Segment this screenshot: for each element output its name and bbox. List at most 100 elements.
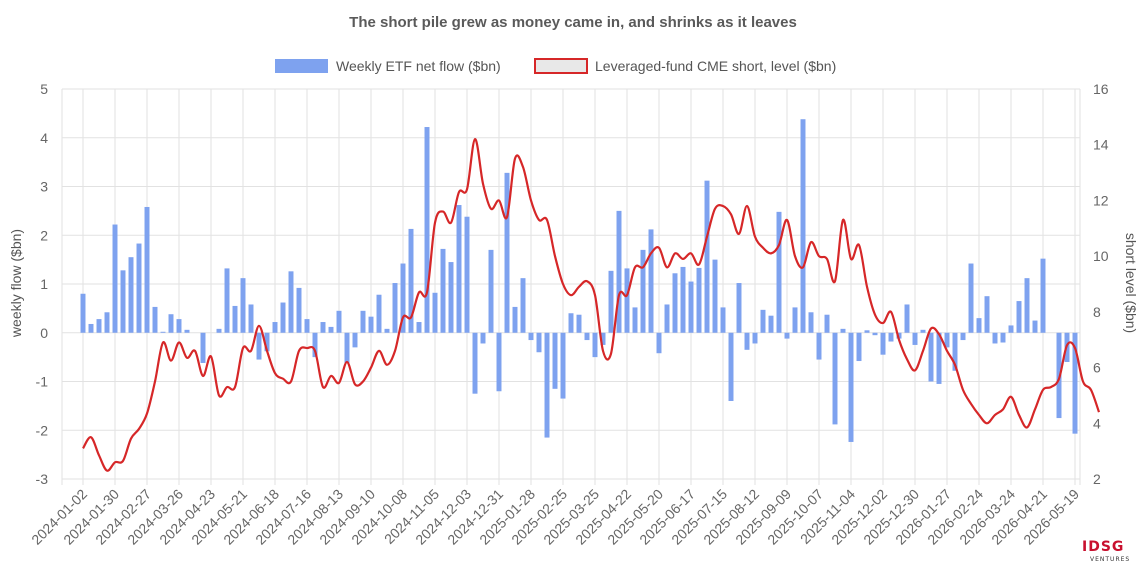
flow-bar[interactable] bbox=[856, 332, 862, 362]
flow-bar[interactable] bbox=[80, 293, 86, 333]
flow-bar[interactable] bbox=[464, 216, 470, 333]
flow-bar[interactable] bbox=[528, 332, 534, 341]
flow-bar[interactable] bbox=[1016, 301, 1022, 333]
flow-bar[interactable] bbox=[272, 322, 278, 333]
flow-bar[interactable] bbox=[816, 332, 822, 360]
flow-bar[interactable] bbox=[664, 304, 670, 333]
flow-bar[interactable] bbox=[1072, 332, 1078, 434]
flow-bar[interactable] bbox=[552, 332, 558, 389]
flow-bar[interactable] bbox=[672, 273, 678, 333]
flow-bar[interactable] bbox=[728, 332, 734, 401]
legend-line-label[interactable]: Leveraged-fund CME short, level ($bn) bbox=[595, 58, 836, 74]
flow-bar[interactable] bbox=[952, 332, 958, 371]
flow-bar[interactable] bbox=[608, 270, 614, 333]
flow-bar[interactable] bbox=[456, 205, 462, 333]
flow-bar[interactable] bbox=[800, 119, 806, 333]
flow-bar[interactable] bbox=[240, 278, 246, 333]
flow-bar[interactable] bbox=[984, 296, 990, 333]
flow-bar[interactable] bbox=[328, 326, 334, 333]
flow-bar[interactable] bbox=[256, 332, 262, 360]
flow-bar[interactable] bbox=[880, 332, 886, 355]
flow-bar[interactable] bbox=[1000, 332, 1006, 343]
flow-bar[interactable] bbox=[504, 172, 510, 333]
flow-bar[interactable] bbox=[584, 332, 590, 341]
flow-bar[interactable] bbox=[704, 180, 710, 333]
flow-bar[interactable] bbox=[872, 332, 878, 336]
flow-bar[interactable] bbox=[432, 292, 438, 333]
flow-bar[interactable] bbox=[512, 306, 518, 333]
short-level-line[interactable] bbox=[82, 138, 1101, 472]
flow-bar[interactable] bbox=[576, 314, 582, 333]
flow-bar[interactable] bbox=[864, 330, 870, 333]
flow-bar[interactable] bbox=[848, 332, 854, 442]
flow-bar[interactable] bbox=[992, 332, 998, 344]
flow-bar[interactable] bbox=[336, 310, 342, 333]
flow-bar[interactable] bbox=[480, 332, 486, 344]
flow-bar[interactable] bbox=[128, 257, 134, 333]
flow-bar[interactable] bbox=[264, 332, 270, 352]
flow-bar[interactable] bbox=[888, 332, 894, 342]
flow-bar[interactable] bbox=[112, 224, 118, 333]
flow-bar[interactable] bbox=[1024, 278, 1030, 333]
flow-bar[interactable] bbox=[376, 294, 382, 333]
flow-bar[interactable] bbox=[304, 319, 310, 333]
flow-bar[interactable] bbox=[976, 318, 982, 333]
flow-bar[interactable] bbox=[536, 332, 542, 353]
flow-bar[interactable] bbox=[920, 329, 926, 333]
flow-bar[interactable] bbox=[104, 312, 110, 333]
flow-bar[interactable] bbox=[560, 332, 566, 399]
flow-bar[interactable] bbox=[224, 268, 230, 333]
flow-bar[interactable] bbox=[744, 332, 750, 350]
legend-bar-swatch[interactable] bbox=[275, 59, 328, 73]
flow-bar[interactable] bbox=[440, 248, 446, 333]
flow-bar[interactable] bbox=[312, 332, 318, 358]
flow-bar[interactable] bbox=[496, 332, 502, 392]
flow-bar[interactable] bbox=[416, 322, 422, 333]
flow-bar[interactable] bbox=[344, 332, 350, 363]
flow-bar[interactable] bbox=[448, 262, 454, 333]
flow-bar[interactable] bbox=[160, 331, 166, 333]
flow-bar[interactable] bbox=[712, 259, 718, 333]
flow-bar[interactable] bbox=[168, 314, 174, 333]
flow-bar[interactable] bbox=[616, 210, 622, 333]
flow-bar[interactable] bbox=[352, 332, 358, 348]
flow-bar[interactable] bbox=[1008, 325, 1014, 333]
flow-bar[interactable] bbox=[200, 332, 206, 363]
flow-bar[interactable] bbox=[1032, 320, 1038, 333]
flow-bar[interactable] bbox=[280, 302, 286, 333]
legend-bar-label[interactable]: Weekly ETF net flow ($bn) bbox=[336, 58, 501, 74]
flow-bar[interactable] bbox=[152, 306, 158, 333]
flow-bar[interactable] bbox=[824, 314, 830, 333]
flow-bar[interactable] bbox=[216, 328, 222, 333]
flow-bar[interactable] bbox=[936, 332, 942, 384]
flow-bar[interactable] bbox=[520, 278, 526, 333]
flow-bar[interactable] bbox=[424, 127, 430, 333]
flow-bar[interactable] bbox=[360, 310, 366, 333]
flow-bar[interactable] bbox=[184, 329, 190, 333]
flow-bar[interactable] bbox=[232, 305, 238, 333]
flow-bar[interactable] bbox=[488, 249, 494, 333]
flow-bar[interactable] bbox=[776, 211, 782, 333]
flow-bar[interactable] bbox=[792, 307, 798, 333]
flow-bar[interactable] bbox=[840, 328, 846, 333]
flow-bar[interactable] bbox=[632, 307, 638, 333]
flow-bar[interactable] bbox=[472, 332, 478, 394]
flow-bar[interactable] bbox=[624, 268, 630, 333]
flow-bar[interactable] bbox=[640, 249, 646, 333]
flow-bar[interactable] bbox=[88, 323, 94, 333]
flow-bar[interactable] bbox=[408, 228, 414, 333]
flow-bar[interactable] bbox=[696, 267, 702, 333]
flow-bar[interactable] bbox=[96, 319, 102, 333]
flow-bar[interactable] bbox=[752, 332, 758, 344]
flow-bar[interactable] bbox=[968, 263, 974, 333]
flow-bar[interactable] bbox=[600, 332, 606, 345]
flow-bar[interactable] bbox=[760, 309, 766, 333]
flow-bar[interactable] bbox=[1040, 258, 1046, 333]
flow-bar[interactable] bbox=[656, 332, 662, 354]
flow-bar[interactable] bbox=[136, 243, 142, 333]
flow-bar[interactable] bbox=[144, 206, 150, 333]
flow-bar[interactable] bbox=[928, 332, 934, 382]
flow-bar[interactable] bbox=[248, 304, 254, 333]
flow-bar[interactable] bbox=[784, 332, 790, 339]
flow-bar[interactable] bbox=[768, 315, 774, 333]
